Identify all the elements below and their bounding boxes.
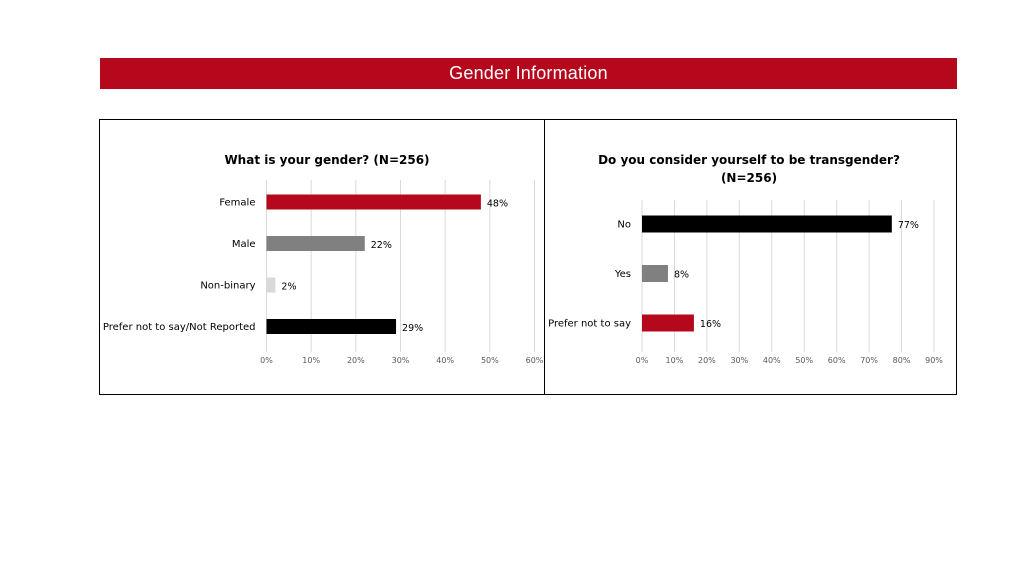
- chart-title: Do you consider yourself to be transgend…: [598, 153, 900, 167]
- x-tick-label: 20%: [698, 356, 716, 365]
- x-tick-label: 60%: [526, 356, 544, 365]
- x-tick-label: 30%: [730, 356, 748, 365]
- bar: [642, 215, 892, 233]
- category-label: Prefer not to say/Not Reported: [103, 322, 256, 333]
- bar: [642, 314, 694, 332]
- bar: [266, 319, 397, 334]
- charts-frame: [99, 119, 957, 395]
- value-label: 2%: [281, 282, 296, 293]
- value-label: 29%: [402, 323, 423, 334]
- x-tick-label: 90%: [925, 356, 943, 365]
- x-tick-label: 10%: [666, 356, 684, 365]
- bar: [266, 194, 481, 210]
- x-tick-label: 70%: [860, 356, 878, 365]
- category-label: Prefer not to say: [548, 319, 631, 330]
- x-tick-label: 50%: [481, 356, 499, 365]
- page-title: Gender Information: [449, 63, 608, 83]
- value-label: 22%: [371, 240, 392, 251]
- category-label: Male: [232, 239, 256, 250]
- category-label: Non-binary: [200, 281, 255, 292]
- x-tick-label: 80%: [893, 356, 911, 365]
- bar: [266, 277, 276, 293]
- chart-title: What is your gender? (N=256): [224, 153, 429, 167]
- bar: [266, 236, 365, 251]
- category-label: No: [617, 220, 631, 231]
- value-label: 16%: [700, 319, 721, 330]
- x-tick-label: 20%: [347, 356, 365, 365]
- x-tick-label: 60%: [828, 356, 846, 365]
- value-label: 8%: [674, 270, 689, 281]
- category-label: Female: [219, 198, 255, 209]
- charts-divider: [544, 119, 545, 395]
- value-label: 48%: [487, 199, 508, 210]
- category-label: Yes: [614, 269, 631, 280]
- x-tick-label: 40%: [436, 356, 454, 365]
- value-label: 77%: [898, 220, 919, 231]
- x-tick-label: 0%: [260, 356, 273, 365]
- x-tick-label: 40%: [763, 356, 781, 365]
- x-tick-label: 0%: [636, 356, 649, 365]
- x-tick-label: 30%: [392, 356, 410, 365]
- x-tick-label: 50%: [795, 356, 813, 365]
- x-tick-label: 10%: [302, 356, 320, 365]
- bar: [642, 265, 668, 282]
- header-banner: Gender Information: [100, 58, 957, 89]
- chart-title: (N=256): [721, 171, 777, 185]
